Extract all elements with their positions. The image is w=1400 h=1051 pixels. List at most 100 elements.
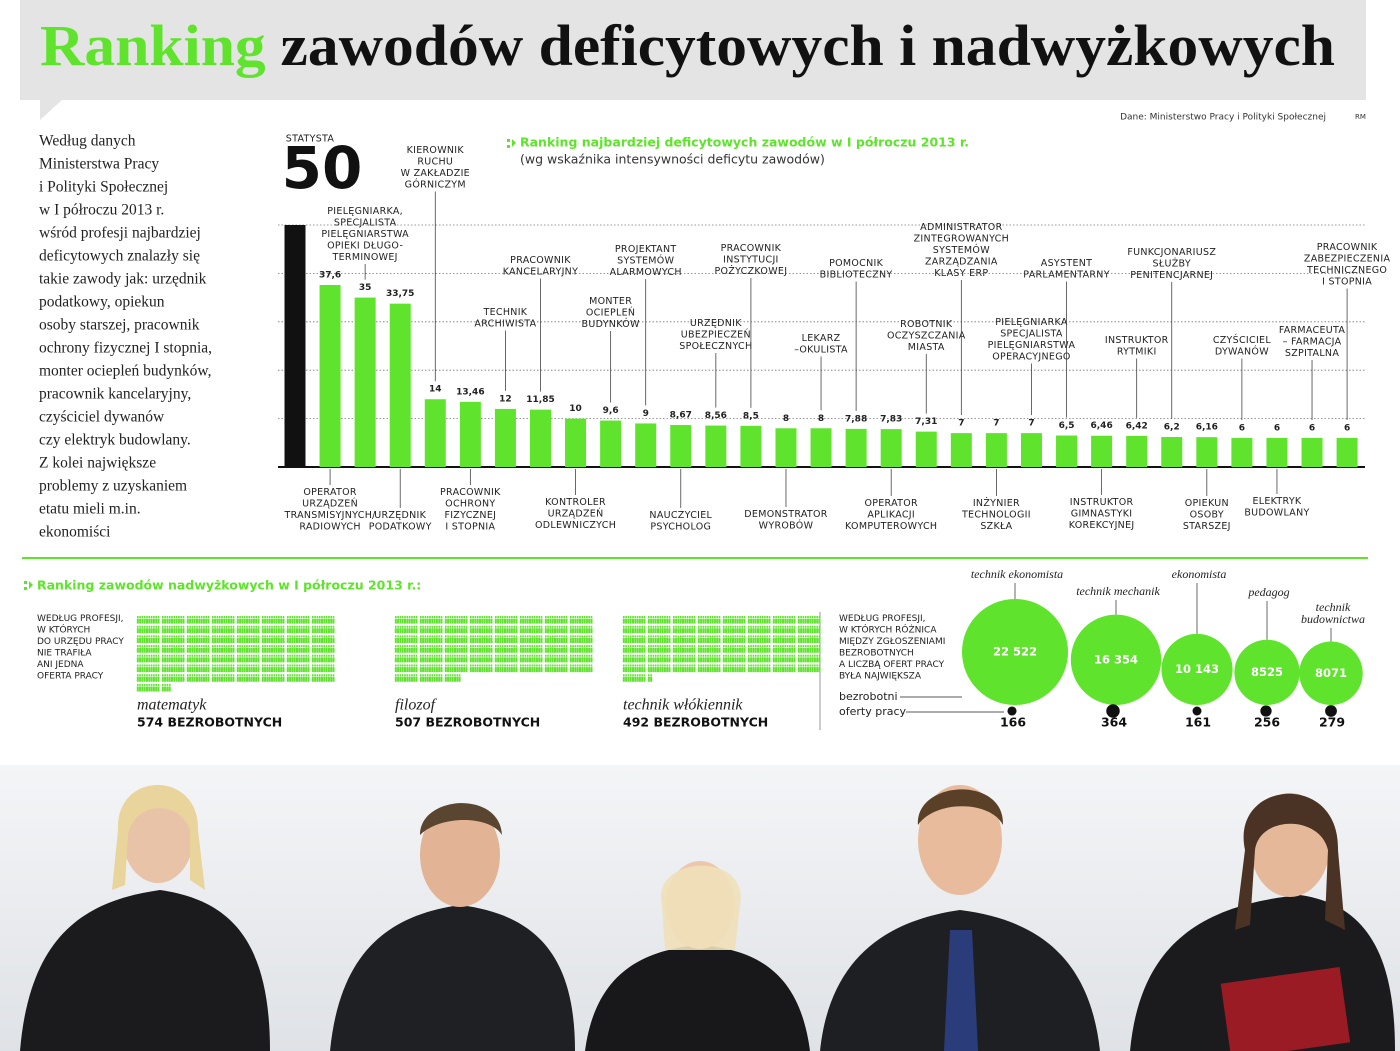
category-label: pedagog: [1247, 585, 1289, 599]
bar: [1196, 437, 1218, 467]
decor: [507, 139, 510, 142]
category-label: filozof: [395, 697, 438, 714]
bar: [1336, 437, 1358, 467]
category-label: POMOCNIK BIBLIOTECZNY: [820, 258, 893, 281]
bubble-label: 10 143: [1175, 662, 1219, 676]
intro-line: monter ociepleń budynków,: [39, 363, 211, 380]
value-label: 507 BEZROBOTNYCH: [395, 715, 540, 730]
bar: [1301, 437, 1323, 467]
value-label: 7: [958, 419, 964, 429]
value-label: 8,56: [705, 411, 727, 421]
intro-line: etatu mieli m.in.: [39, 501, 141, 518]
category-label: MONTER OCIEPLEŃ BUDYNKÓW: [582, 296, 640, 330]
chart-subtitle: (wg wskaźnika intensywności deficytu zaw…: [520, 152, 825, 167]
bar: [1126, 435, 1148, 467]
value-label: 492 BEZROBOTNYCH: [623, 715, 768, 730]
value-label: 12: [499, 394, 512, 404]
source: Dane: Ministerstwo Pracy i Polityki Społ…: [1120, 113, 1326, 123]
intro-line: osoby starszej, pracownik: [39, 317, 200, 334]
dot-label: 161: [1185, 715, 1211, 730]
dot-label: 166: [1000, 715, 1026, 730]
value-label: 6,5: [1059, 421, 1075, 431]
category-label: STATYSTA: [286, 134, 335, 145]
category-label: PRACOWNIK KANCELARYJNY: [503, 255, 578, 278]
category-label: PIELĘGNIARKA, SPECJALISTA PIELĘGNIARSTWA OP…: [321, 206, 409, 263]
title-rest: zawodów deficytowych i nadwyżkowych: [281, 13, 1335, 78]
category-label: PROJEKTANT SYSTEMÓW ALARMOWYCH: [610, 244, 682, 278]
category-label: CZYŚCICIEL DYWANÓW: [1213, 334, 1272, 358]
dot: [1106, 704, 1120, 718]
bubble-note: WEDŁUG PROFESJI, W KTÓRYCH RÓŻNICA MIĘDZY …: [839, 614, 945, 682]
author: RM: [1355, 113, 1366, 121]
bar: [670, 425, 692, 467]
decor: [29, 581, 33, 589]
category-label: NAUCZYCIEL PSYCHOLOG: [649, 510, 712, 533]
legend-label: oferty pracy: [839, 705, 907, 718]
value-label: 9,6: [603, 406, 619, 416]
value-label: 9: [643, 409, 649, 419]
bubble: [962, 599, 1068, 705]
decor: [507, 145, 510, 148]
category-label: URZĘDNIK UBEZPIECZEŃ SPOŁECZNYCH: [679, 318, 752, 352]
value-label: 8,67: [670, 411, 692, 421]
value-label: 7,88: [845, 414, 867, 424]
category-label: PIELĘGNIARKA SPECJALISTA PIELĘGNIARSTWA OPE…: [988, 317, 1076, 363]
value-label: 33,75: [386, 289, 414, 299]
person-icons: [622, 616, 821, 682]
category-label: OPERATOR APLIKACJI KOMPUTEROWYCH: [845, 498, 937, 532]
bar: [985, 433, 1007, 467]
value-label: 37,6: [319, 271, 341, 281]
category-label: OPERATOR URZĄDZEŃ TRANSMISYJNYCH/RADIOWYCH: [283, 487, 376, 533]
value-label: 7: [1028, 419, 1034, 429]
intro-line: ochrony fizycznej I stopnia,: [39, 340, 212, 357]
bubble: [1161, 633, 1233, 705]
category-label: ADMINISTRATOR ZINTEGROWANYCH SYSTEMÓW ZARZĄ…: [914, 222, 1009, 279]
category-label: KONTROLER URZĄDZEŃ ODLEWNICZYCH: [535, 497, 616, 531]
bar: [529, 409, 551, 467]
category-label: URZĘDNIK PODATKOWY: [369, 510, 432, 533]
title-banner: [20, 0, 1366, 120]
bubble-label: 16 354: [1094, 652, 1138, 666]
bar: [1231, 437, 1253, 467]
intro: Według danych Ministerstwa Pracy i Polityk…: [39, 133, 212, 541]
value-label: 35: [359, 283, 372, 293]
category-label: technik mechanik: [1076, 584, 1160, 598]
category-label: OPIEKUN OSOBY STARSZEJ: [1183, 498, 1231, 532]
category-label: technik ekonomista: [971, 567, 1063, 581]
value-label: 6: [1344, 423, 1350, 433]
photo: [0, 765, 1400, 1051]
value-label: 7,31: [915, 417, 937, 427]
intro-line: wśród profesji najbardziej: [39, 225, 201, 242]
category-label: technik włókiennik: [623, 697, 743, 714]
bubble: [1070, 614, 1162, 706]
category-label: ASYSTENT PARLAMENTARNY: [1023, 258, 1110, 281]
value-label: 6: [1239, 423, 1245, 433]
intro-line: czyściciel dywanów: [39, 409, 165, 426]
intro-line: problemy z uzyskaniem: [39, 478, 187, 495]
value-label: 7,83: [880, 415, 902, 425]
value-label: 7: [993, 419, 999, 429]
intro-line: pracownik kancelaryjny,: [39, 386, 191, 403]
intro-line: podatkowy, opiekun: [39, 294, 165, 311]
bar: [389, 303, 411, 467]
dot-label: 256: [1254, 715, 1280, 730]
bar: [1161, 436, 1183, 467]
legend-label: bezrobotni: [839, 690, 898, 703]
bar: [635, 423, 657, 467]
section-title: Ranking zawodów nadwyżkowych w I półrocz…: [37, 578, 421, 593]
dot: [1325, 705, 1337, 717]
intro-line: w I półroczu 2013 r.: [39, 202, 164, 219]
bar: [1266, 437, 1288, 467]
category-label: DEMONSTRATOR WYROBÓW: [744, 509, 827, 532]
bar: [424, 399, 446, 467]
bar: [880, 429, 902, 467]
value-label: 14: [429, 385, 442, 395]
bar: [565, 418, 587, 467]
dot: [1260, 705, 1272, 717]
value-label: 10: [569, 404, 582, 414]
intro-line: Ministerstwa Pracy: [39, 156, 159, 173]
dot: [1192, 706, 1202, 716]
intro-line: Z kolei największe: [39, 455, 156, 472]
intro-line: deficytowych znalazły się: [39, 248, 200, 265]
category-label: matematyk: [137, 697, 207, 714]
